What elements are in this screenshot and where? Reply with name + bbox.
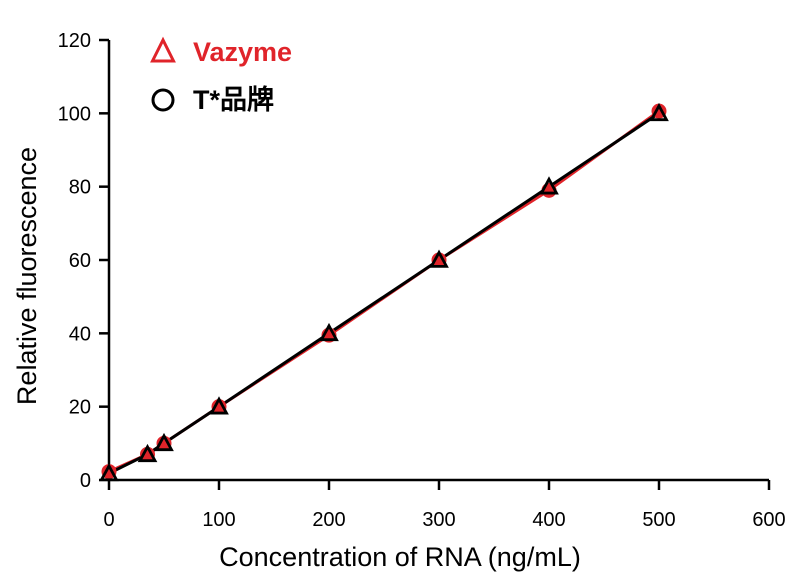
data-point [137, 443, 158, 463]
y-tick-label: 60 [69, 250, 91, 272]
y-tick-label: 120 [58, 30, 91, 52]
data-point [99, 462, 119, 482]
series-0-points [101, 103, 667, 480]
x-tick-label: 600 [752, 509, 785, 531]
data-point [431, 252, 447, 268]
data-point [319, 322, 339, 342]
series-1-points [99, 102, 669, 482]
x-tick-label: 200 [312, 509, 345, 531]
y-tick-label: 80 [69, 177, 91, 199]
series-line [108, 112, 660, 475]
data-point [156, 435, 172, 451]
series-layer [99, 102, 669, 482]
data-point [154, 432, 174, 452]
data-point [539, 176, 559, 195]
x-tick-label: 400 [532, 509, 565, 531]
data-point [209, 396, 229, 415]
data-point [649, 102, 669, 122]
series-1 [108, 112, 660, 475]
series-0 [108, 109, 660, 473]
x-tick-label: 100 [202, 509, 235, 531]
data-point [429, 249, 449, 268]
data-point [211, 399, 227, 415]
y-tick-label: 100 [58, 103, 91, 125]
x-axis-title: Concentration of RNA (ng/mL) [219, 542, 581, 572]
legend-label-vazyme: Vazyme [193, 37, 292, 67]
y-axis-title: Relative fluorescence [12, 147, 42, 405]
legend-item-vazyme: Vazyme [150, 36, 292, 67]
x-ticks: 0 100 200 300 400 500 600 [103, 480, 786, 531]
x-tick-label: 500 [642, 509, 675, 531]
data-point [140, 446, 155, 462]
legend-triangle-icon [150, 36, 176, 63]
x-tick-label: 300 [422, 509, 455, 531]
legend-item-t-brand: T*品牌 [151, 85, 274, 115]
y-tick-label: 0 [80, 470, 91, 492]
series-line [108, 109, 660, 473]
x-tick-label: 0 [103, 509, 114, 531]
y-ticks: 0 20 40 60 80 100 120 [58, 30, 109, 492]
y-tick-label: 20 [69, 397, 91, 419]
y-tick-label: 40 [69, 323, 91, 345]
legend: Vazyme T*品牌 [150, 36, 292, 115]
legend-label-t-brand: T*品牌 [193, 85, 274, 115]
legend-circle-icon [151, 88, 175, 112]
